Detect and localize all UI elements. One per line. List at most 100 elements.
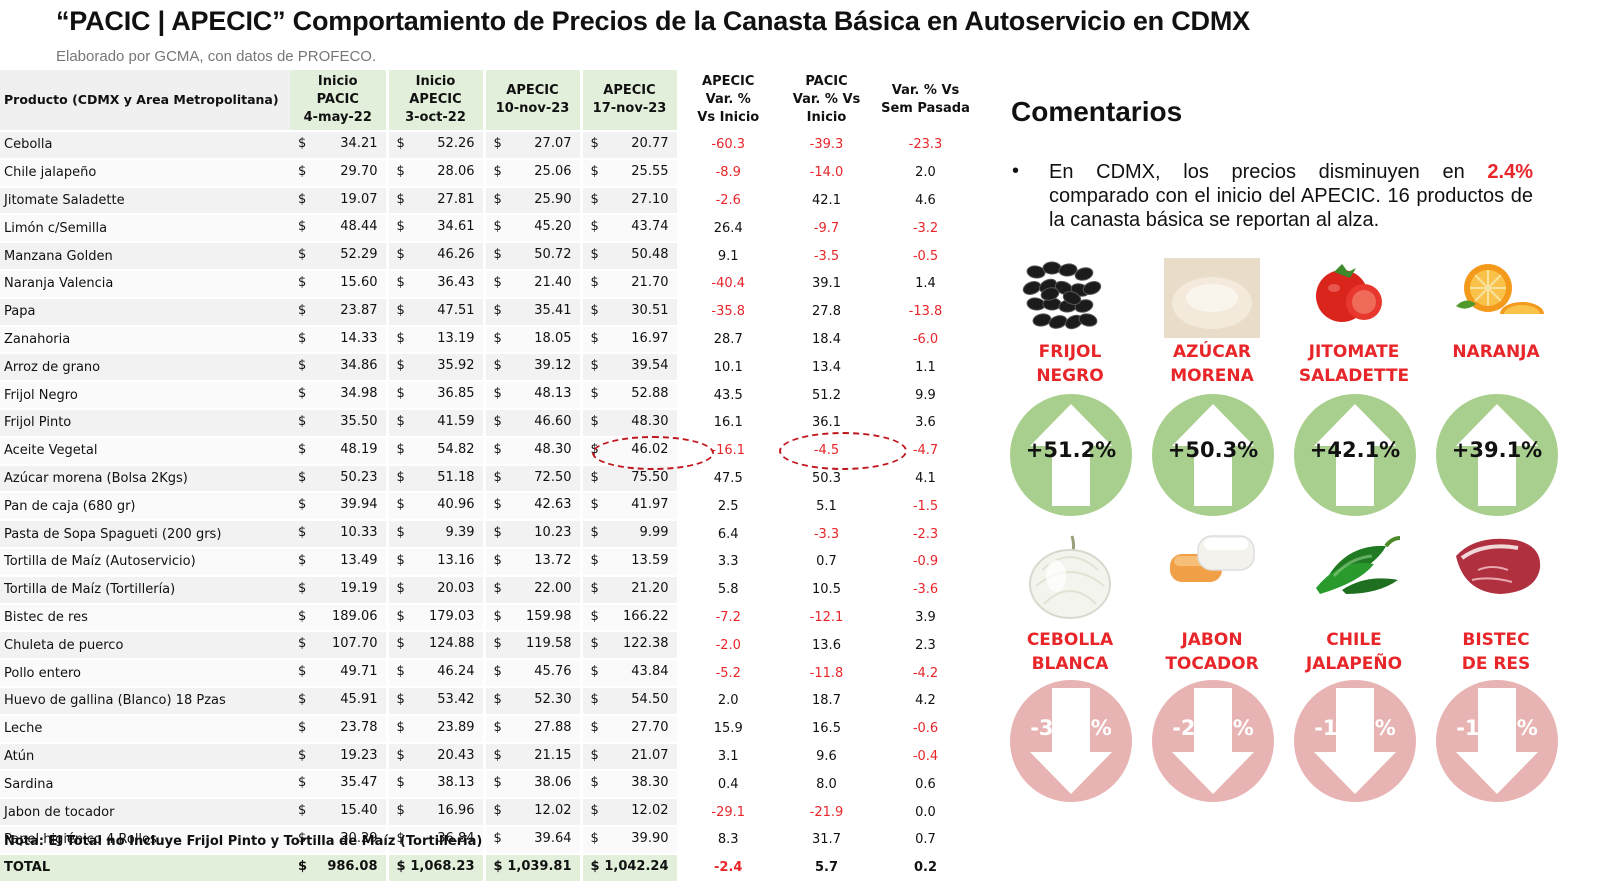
variation-cell: -40.4 bbox=[678, 269, 777, 299]
currency-symbol: $ bbox=[493, 191, 502, 207]
currency-symbol: $ bbox=[590, 719, 599, 735]
price-value: 20.77 bbox=[631, 136, 669, 151]
product-name: Jabon de tocador bbox=[0, 798, 290, 827]
price-value: 9.39 bbox=[445, 525, 475, 541]
variation-cell: -23.3 bbox=[876, 131, 975, 160]
price-value: 47.51 bbox=[437, 302, 475, 318]
product-name: Frijol Negro bbox=[0, 381, 290, 410]
currency-symbol: $ bbox=[493, 552, 502, 568]
price-cell: $34.98 bbox=[290, 381, 389, 410]
price-cell: $45.20 bbox=[484, 214, 583, 244]
currency-symbol: $ bbox=[590, 830, 599, 846]
currency-symbol: $ bbox=[396, 608, 405, 624]
price-value: 1,039.81 bbox=[507, 858, 572, 874]
price-value: 54.82 bbox=[437, 441, 475, 457]
currency-symbol: $ bbox=[298, 747, 307, 763]
price-value: 42.63 bbox=[534, 497, 572, 513]
price-value: 28.06 bbox=[437, 163, 475, 179]
highlight-oval-var bbox=[779, 432, 907, 470]
price-value: 29.70 bbox=[340, 163, 378, 179]
increase-indicator: +51.2% bbox=[1010, 394, 1132, 516]
price-cell: $52.30 bbox=[484, 686, 583, 716]
price-cell: $36.43 bbox=[387, 269, 486, 299]
price-value: 35.92 bbox=[437, 358, 475, 374]
variation-cell: -2.0 bbox=[678, 631, 777, 661]
price-value: 189.06 bbox=[332, 608, 378, 624]
product-name: Tortilla de Maíz (Tortillería) bbox=[0, 575, 290, 605]
price-value: 12.02 bbox=[534, 803, 572, 819]
price-cell: $34.86 bbox=[290, 353, 389, 383]
variation-cell: 10.1 bbox=[678, 353, 777, 383]
variation-cell: -8.9 bbox=[678, 158, 777, 188]
currency-symbol: $ bbox=[298, 191, 307, 207]
product-name: Papa bbox=[0, 297, 290, 327]
currency-symbol: $ bbox=[493, 386, 502, 402]
currency-symbol: $ bbox=[298, 302, 307, 318]
price-value: 12.02 bbox=[631, 803, 669, 819]
table-row: Naranja Valencia $15.60 $36.43 $21.40 $21.70… bbox=[0, 269, 975, 299]
variation-cell: 2.0 bbox=[876, 158, 975, 188]
price-value: 49.71 bbox=[340, 664, 378, 680]
price-cell: $47.51 bbox=[387, 297, 486, 327]
currency-symbol: $ bbox=[590, 136, 599, 151]
price-cell: $43.74 bbox=[581, 214, 680, 244]
table-row: Manzana Golden $52.29 $46.26 $50.72 $50.48 9.… bbox=[0, 242, 975, 271]
price-cell: $20.43 bbox=[387, 742, 486, 772]
price-cell: $40.96 bbox=[387, 492, 486, 522]
product-name: Papel higiénico 4 Rollos bbox=[0, 825, 290, 855]
price-cell: $19.23 bbox=[290, 742, 389, 772]
table-row: Huevo de gallina (Blanco) 18 Pzas $45.91 $… bbox=[0, 686, 975, 716]
currency-symbol: $ bbox=[590, 691, 599, 707]
product-name: Chile jalapeño bbox=[0, 158, 290, 188]
price-value: 23.87 bbox=[340, 302, 378, 318]
variation-cell: 2.3 bbox=[876, 631, 975, 661]
price-cell: $21.40 bbox=[484, 269, 583, 299]
currency-symbol: $ bbox=[396, 469, 405, 485]
page-title: “PACIC | APECIC” Comportamiento de Preci… bbox=[56, 6, 1250, 36]
currency-symbol: $ bbox=[590, 247, 599, 263]
price-cell: $46.24 bbox=[387, 659, 486, 688]
table-row: Azúcar morena (Bolsa 2Kgs) $50.23 $51.18 $7… bbox=[0, 464, 975, 494]
variation-cell: 47.5 bbox=[678, 464, 777, 494]
price-value: 27.88 bbox=[534, 719, 572, 735]
decrease-indicator: -21.9% bbox=[1152, 680, 1274, 802]
price-value: 52.88 bbox=[631, 386, 669, 402]
currency-symbol: $ bbox=[396, 525, 405, 541]
currency-symbol: $ bbox=[396, 441, 405, 457]
black-beans-icon bbox=[1022, 258, 1102, 343]
decrease-indicator: -12.1% bbox=[1436, 680, 1558, 802]
price-value: 13.49 bbox=[340, 552, 378, 568]
table-row: Leche $23.78 $23.89 $27.88 $27.70 15.9 16.5 -0.… bbox=[0, 714, 975, 744]
price-cell: $30.29 bbox=[290, 825, 389, 855]
currency-symbol: $ bbox=[298, 664, 307, 680]
price-value: 34.98 bbox=[340, 386, 378, 402]
currency-symbol: $ bbox=[590, 664, 599, 680]
price-value: 16.96 bbox=[437, 803, 475, 819]
currency-symbol: $ bbox=[298, 386, 307, 402]
percentage-change: +51.2% bbox=[1025, 438, 1117, 462]
product-label: NARANJA bbox=[1452, 342, 1540, 362]
currency-symbol: $ bbox=[396, 274, 405, 290]
product-name: Tortilla de Maíz (Autoservicio) bbox=[0, 547, 290, 577]
price-value: 27.07 bbox=[534, 136, 572, 151]
currency-symbol: $ bbox=[298, 719, 307, 735]
price-cell: $23.78 bbox=[290, 714, 389, 744]
header-apecic-var: APECIC Var. % Vs Inicio bbox=[678, 70, 777, 132]
price-value: 19.23 bbox=[340, 747, 378, 763]
price-value: 1,042.24 bbox=[604, 858, 669, 874]
product-name: Limón c/Semilla bbox=[0, 214, 290, 244]
product-name: Aceite Vegetal bbox=[0, 436, 290, 466]
variation-cell: -13.8 bbox=[876, 297, 975, 327]
variation-cell: -3.3 bbox=[777, 520, 876, 549]
price-value: 21.40 bbox=[534, 274, 572, 290]
price-cell: $119.58 bbox=[484, 631, 583, 661]
price-cell: $35.41 bbox=[484, 297, 583, 327]
table-note: Nota: El Total no Incluye Frijol Pinto y… bbox=[4, 834, 483, 849]
price-value: 10.33 bbox=[340, 525, 378, 541]
price-value: 21.20 bbox=[631, 580, 669, 596]
price-value: 25.06 bbox=[534, 163, 572, 179]
percentage-change: +39.1% bbox=[1451, 438, 1543, 462]
price-cell: $48.30 bbox=[484, 436, 583, 466]
currency-symbol: $ bbox=[493, 441, 502, 457]
price-value: 38.06 bbox=[534, 775, 572, 791]
